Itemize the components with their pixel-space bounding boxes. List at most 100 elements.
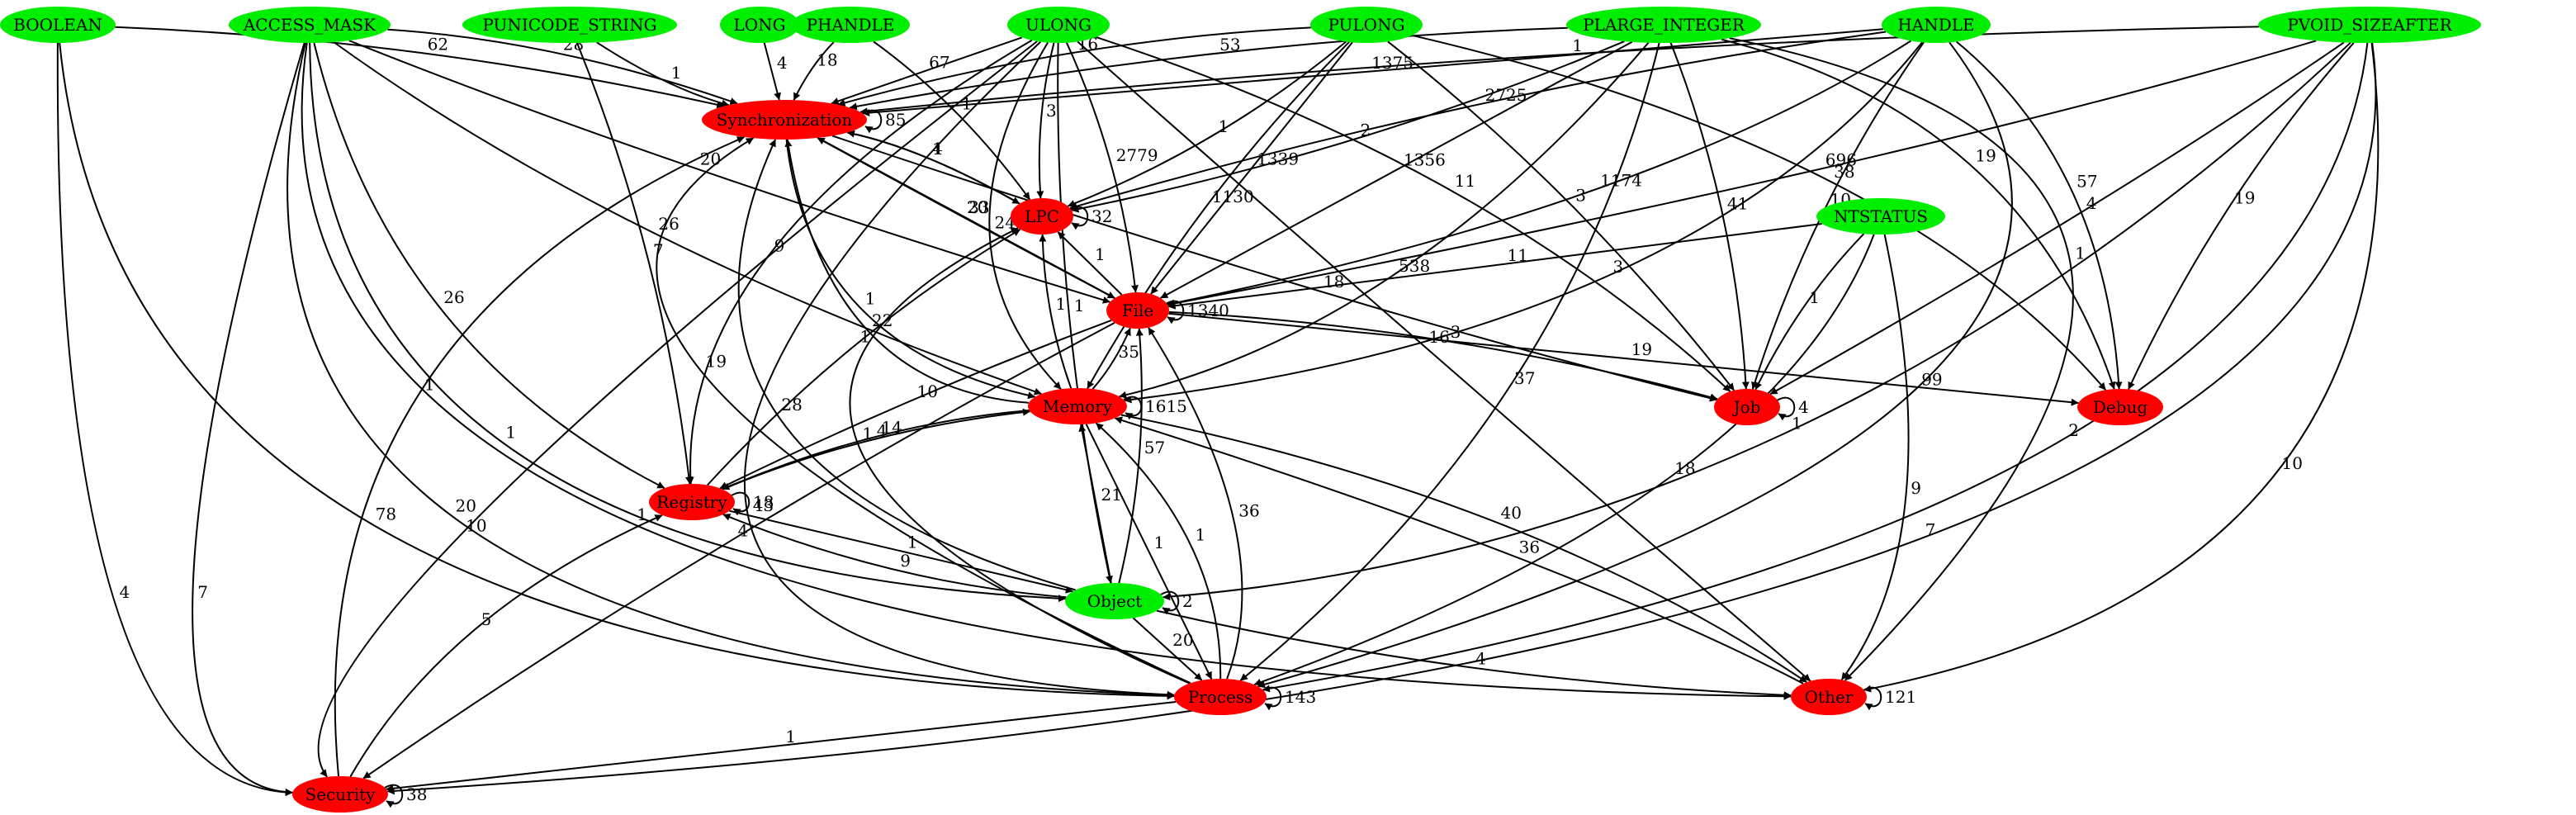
node-handle[interactable]: HANDLE — [1882, 7, 1991, 43]
node-process[interactable]: Process — [1174, 679, 1267, 715]
edge-label: 4 — [777, 53, 788, 73]
node-synchronization[interactable]: Synchronization — [702, 100, 867, 140]
node-ulong[interactable]: ULONG — [1007, 7, 1110, 43]
node-label: BOOLEAN — [13, 15, 102, 35]
edge-line — [1721, 38, 2116, 390]
node-phandle[interactable]: PHANDLE — [791, 7, 910, 43]
edge-line — [286, 42, 1175, 699]
edge-line — [722, 514, 1067, 599]
edge-line — [387, 28, 738, 105]
edge-label: 40 — [1501, 503, 1522, 523]
edge-line — [1087, 41, 1350, 389]
node-other[interactable]: Other — [1791, 679, 1867, 715]
node-ellipse — [1174, 679, 1267, 715]
edge-label: 11 — [1455, 171, 1475, 191]
edge-line — [1863, 686, 1882, 711]
node-access-mask[interactable]: ACCESS_MASK — [229, 7, 391, 43]
edge-label: 1 — [671, 63, 682, 83]
edge-boolean-to-synchronization: 62 — [115, 26, 725, 109]
edge-pvoid-sizeafter-to-debug: 19 — [2128, 42, 2355, 390]
edge-label: 22 — [872, 310, 893, 330]
node-lpc[interactable]: LPC — [1011, 198, 1073, 235]
edge-plarge-integer-to-other: 1 — [1729, 37, 2086, 681]
edge-line — [1132, 617, 1203, 681]
edge-label: 20 — [1172, 630, 1193, 650]
node-label: ACCESS_MASK — [243, 15, 376, 35]
edge-file-to-registry: 10 — [719, 319, 1112, 490]
node-label: ULONG — [1025, 15, 1091, 35]
node-label: PLARGE_INTEGER — [1583, 15, 1745, 35]
node-memory[interactable]: Memory — [1028, 388, 1127, 424]
edge-label: 11 — [1508, 245, 1528, 265]
node-security[interactable]: Security — [292, 776, 388, 813]
node-debug[interactable]: Debug — [2077, 389, 2163, 425]
node-file[interactable]: File — [1106, 292, 1169, 329]
edge-label: 67 — [929, 52, 949, 72]
node-ellipse — [1007, 7, 1110, 43]
node-registry[interactable]: Registry — [649, 484, 735, 520]
edge-access-mask-to-file: 20 — [348, 40, 1110, 304]
edge-line — [729, 509, 1073, 594]
edge-phandle-to-synchronization: 18 — [793, 41, 838, 101]
edge-label: 1 — [1095, 244, 1106, 264]
edge-security-to-synchronization: 1 — [334, 136, 745, 777]
node-pvoid-sizeafter[interactable]: PVOID_SIZEAFTER — [2258, 7, 2481, 43]
node-pulong[interactable]: PULONG — [1310, 7, 1423, 43]
edge-label: 19 — [706, 352, 727, 372]
node-long[interactable]: LONG — [720, 7, 799, 43]
edge-object-to-memory: 21 — [1078, 424, 1122, 584]
edge-label: 2 — [2068, 420, 2079, 440]
node-label: Other — [1805, 687, 1854, 707]
edge-line — [1085, 424, 1213, 680]
edge-ntstatus-to-file: 11 — [1167, 223, 1822, 310]
edge-line — [301, 42, 1792, 700]
edge-boolean-to-security: 4 — [56, 42, 293, 797]
edge-long-to-synchronization: 4 — [763, 42, 788, 101]
node-ellipse — [1714, 389, 1780, 425]
edge-label: 1 — [1572, 36, 1583, 55]
edge-line — [1411, 34, 2107, 391]
edge-line — [384, 784, 404, 808]
edge-line — [656, 137, 1191, 685]
edge-line — [192, 42, 305, 796]
edge-line — [333, 41, 1042, 396]
edge-label: 57 — [2076, 171, 2097, 191]
edge-ulong-to-object: 1 — [1057, 42, 1113, 584]
node-job[interactable]: Job — [1714, 389, 1780, 425]
edge-label: 1 — [1792, 414, 1802, 434]
edge-label: 4 — [738, 520, 749, 540]
edge-label: 1 — [1196, 525, 1206, 545]
edge-ulong-to-lpc: 3 — [1036, 42, 1057, 199]
node-ellipse — [649, 484, 735, 520]
edge-line — [348, 40, 1110, 304]
edge-label: 1615 — [1145, 396, 1187, 416]
edge-label: 10 — [466, 516, 486, 536]
edge-line — [349, 514, 663, 777]
edge-memory-to-process: 1 — [1085, 424, 1213, 680]
node-ntstatus[interactable]: NTSTATUS — [1816, 198, 1945, 235]
edge-line — [1754, 233, 1865, 391]
edge-line — [575, 42, 693, 485]
edge-label: 121 — [1885, 687, 1916, 707]
edges-layer: 6247828202626172011741816732779242711116… — [56, 26, 2379, 808]
node-boolean[interactable]: BOOLEAN — [0, 7, 116, 43]
edge-boolean-to-process: 78 — [59, 42, 1175, 700]
edge-line — [1120, 414, 1807, 683]
node-plarge-integer[interactable]: PLARGE_INTEGER — [1566, 7, 1761, 43]
edge-plarge-integer-to-debug: 19 — [1721, 38, 2116, 390]
node-punicode-string[interactable]: PUNICODE_STRING — [462, 7, 677, 43]
edge-line — [719, 319, 1112, 490]
edge-access-mask-to-object: 1 — [309, 42, 1066, 603]
edge-line — [817, 137, 1115, 299]
node-object[interactable]: Object — [1065, 583, 1164, 619]
edge-label: 18 — [1324, 272, 1344, 291]
edge-label: 1 — [1074, 296, 1085, 315]
node-ellipse — [1882, 7, 1991, 43]
node-label: LPC — [1025, 206, 1059, 226]
edge-line — [1095, 422, 1222, 680]
node-ellipse — [791, 7, 910, 43]
edge-pvoid-sizeafter-to-job: 4 — [1769, 41, 2345, 396]
node-label: Memory — [1043, 396, 1113, 416]
edge-process-to-process: 143 — [1262, 686, 1316, 711]
